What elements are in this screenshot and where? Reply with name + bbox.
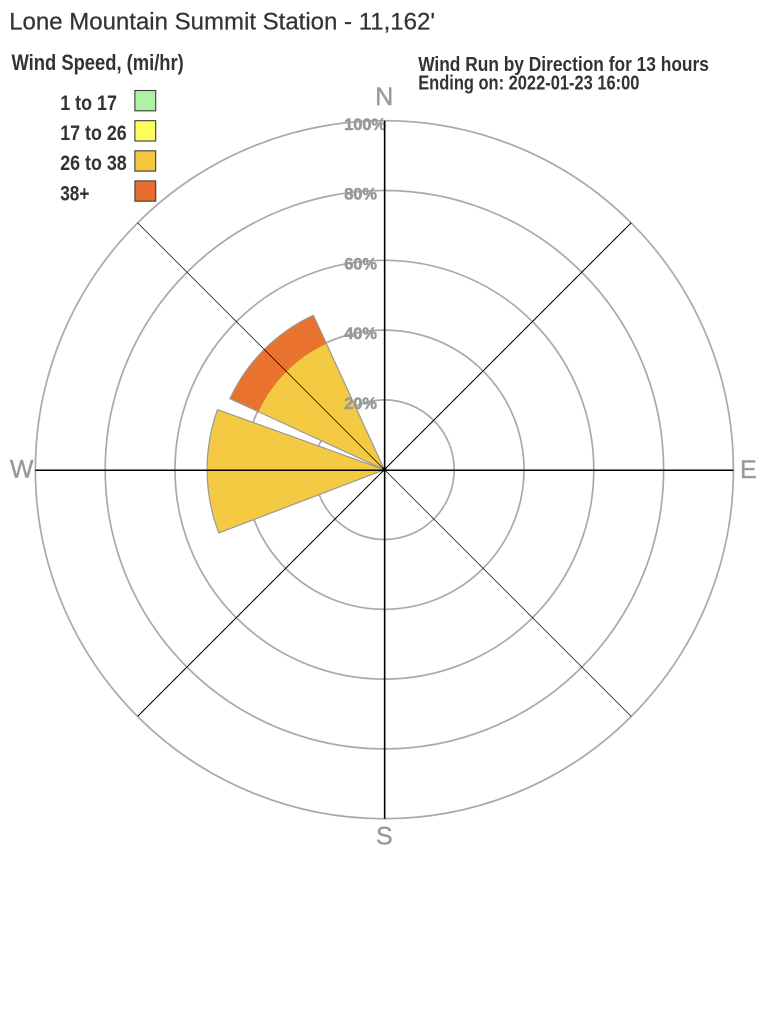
svg-text:100%: 100% <box>344 115 386 134</box>
svg-text:20%: 20% <box>344 394 377 413</box>
svg-text:60%: 60% <box>344 254 377 273</box>
svg-text:S: S <box>376 822 393 850</box>
svg-text:Lone Mountain Summit Station -: Lone Mountain Summit Station - 11,162' <box>9 9 435 36</box>
svg-text:38+: 38+ <box>60 182 89 205</box>
svg-text:W: W <box>10 455 34 483</box>
svg-text:26 to 38: 26 to 38 <box>60 152 127 175</box>
svg-text:Wind Run by Direction for 13 h: Wind Run by Direction for 13 hours <box>418 54 709 76</box>
svg-text:E: E <box>740 456 757 484</box>
svg-text:Ending on: 2022-01-23 16:00: Ending on: 2022-01-23 16:00 <box>418 72 639 94</box>
svg-text:40%: 40% <box>344 324 377 343</box>
svg-text:N: N <box>375 83 393 111</box>
svg-text:1 to 17: 1 to 17 <box>60 92 117 115</box>
svg-text:80%: 80% <box>344 185 377 204</box>
svg-text:Wind Speed, (mi/hr): Wind Speed, (mi/hr) <box>12 50 184 75</box>
svg-text:17 to 26: 17 to 26 <box>60 122 127 145</box>
